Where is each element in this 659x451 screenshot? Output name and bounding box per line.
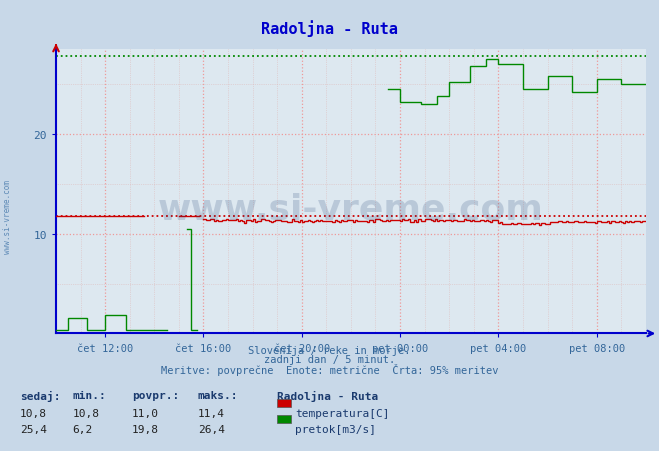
Text: 11,0: 11,0 [132,408,159,418]
Text: www.si-vreme.com: www.si-vreme.com [158,192,544,226]
Text: temperatura[C]: temperatura[C] [295,408,389,418]
Text: 10,8: 10,8 [72,408,100,418]
Text: 25,4: 25,4 [20,424,47,434]
Text: 19,8: 19,8 [132,424,159,434]
Text: min.:: min.: [72,390,106,400]
Text: Radoljna - Ruta: Radoljna - Ruta [261,20,398,37]
Text: 10,8: 10,8 [20,408,47,418]
Text: 11,4: 11,4 [198,408,225,418]
Text: sedaj:: sedaj: [20,390,60,401]
Text: Slovenija / reke in morje.: Slovenija / reke in morje. [248,345,411,355]
Text: Meritve: povprečne  Enote: metrične  Črta: 95% meritev: Meritve: povprečne Enote: metrične Črta:… [161,363,498,375]
Text: 6,2: 6,2 [72,424,93,434]
Text: Radoljna - Ruta: Radoljna - Ruta [277,390,378,401]
Text: povpr.:: povpr.: [132,390,179,400]
Text: zadnji dan / 5 minut.: zadnji dan / 5 minut. [264,354,395,364]
Text: www.si-vreme.com: www.si-vreme.com [3,179,13,253]
Text: pretok[m3/s]: pretok[m3/s] [295,424,376,434]
Text: maks.:: maks.: [198,390,238,400]
Text: 26,4: 26,4 [198,424,225,434]
